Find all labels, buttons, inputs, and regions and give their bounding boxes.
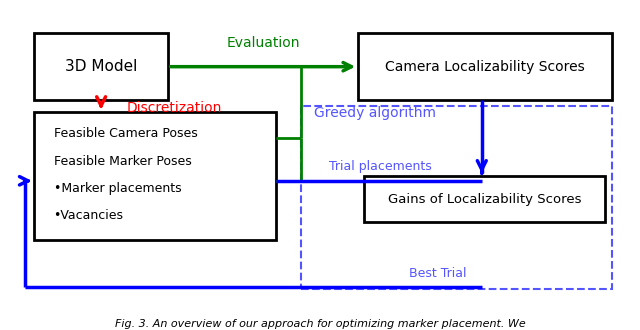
Text: Feasible Marker Poses: Feasible Marker Poses: [54, 154, 191, 168]
Text: 3D Model: 3D Model: [65, 59, 138, 74]
Text: Best Trial: Best Trial: [408, 267, 466, 280]
Bar: [358, 33, 612, 100]
Text: Gains of Localizability Scores: Gains of Localizability Scores: [388, 192, 582, 206]
Bar: [35, 112, 276, 240]
Text: Trial placements: Trial placements: [329, 160, 431, 173]
Text: Fig. 3. An overview of our approach for optimizing marker placement. We: Fig. 3. An overview of our approach for …: [115, 319, 525, 329]
Text: Discretization: Discretization: [127, 101, 222, 115]
Text: Camera Localizability Scores: Camera Localizability Scores: [385, 60, 585, 74]
Text: •Vacancies: •Vacancies: [54, 209, 124, 222]
Text: Evaluation: Evaluation: [226, 36, 300, 50]
Text: Greedy algorithm: Greedy algorithm: [314, 106, 436, 120]
Bar: [301, 106, 612, 289]
Text: Feasible Camera Poses: Feasible Camera Poses: [54, 127, 197, 140]
Bar: [364, 176, 605, 222]
Text: •Marker placements: •Marker placements: [54, 182, 181, 195]
Bar: [35, 33, 168, 100]
